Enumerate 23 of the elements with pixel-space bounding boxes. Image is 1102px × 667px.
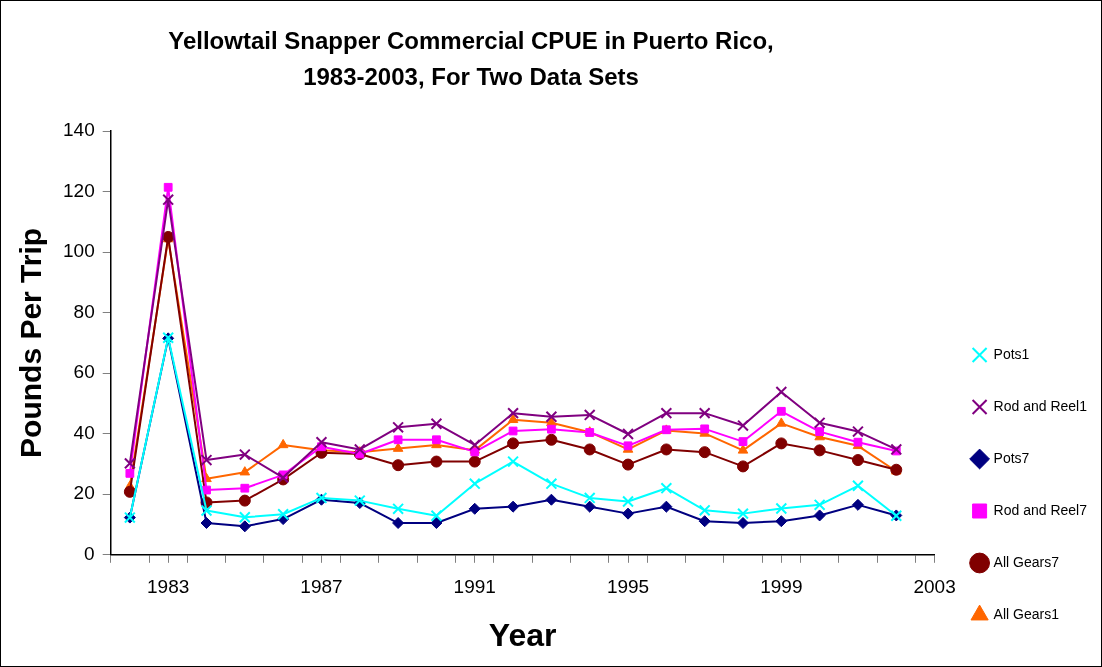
- y-tick-label: 100: [63, 240, 95, 262]
- legend-label: Pots1: [993, 345, 1030, 362]
- x-tick-label: 2003: [913, 576, 956, 598]
- y-tick-label: 80: [73, 300, 95, 322]
- y-tick-label: 140: [63, 119, 95, 141]
- legend-label: Rod and Reel1: [993, 397, 1088, 414]
- x-tick-label: 1999: [760, 576, 803, 598]
- x-tick-label: 1983: [147, 576, 190, 598]
- legend-label: Pots7: [993, 449, 1030, 466]
- x-tick-label: 1995: [606, 576, 650, 598]
- x-axis-title: Year: [488, 616, 557, 653]
- y-tick-label: 60: [73, 361, 95, 383]
- legend-label: All Gears1: [993, 605, 1060, 622]
- legend-label: All Gears7: [993, 553, 1060, 570]
- y-tick-label: 120: [63, 179, 95, 201]
- y-tick-label: 0: [84, 543, 95, 565]
- y-tick-label: 40: [73, 421, 95, 443]
- chart-title: Yellowtail Snapper Commercial CPUE in Puerto Rico, 1983-2003, For Two Data Sets: [167, 26, 775, 92]
- y-tick-label: 20: [73, 482, 95, 504]
- x-tick-label: 1991: [453, 576, 496, 598]
- y-axis-title: Pounds Per Trip: [14, 227, 48, 458]
- legend-label: Rod and Reel7: [993, 501, 1088, 518]
- x-tick-label: 1987: [300, 576, 343, 598]
